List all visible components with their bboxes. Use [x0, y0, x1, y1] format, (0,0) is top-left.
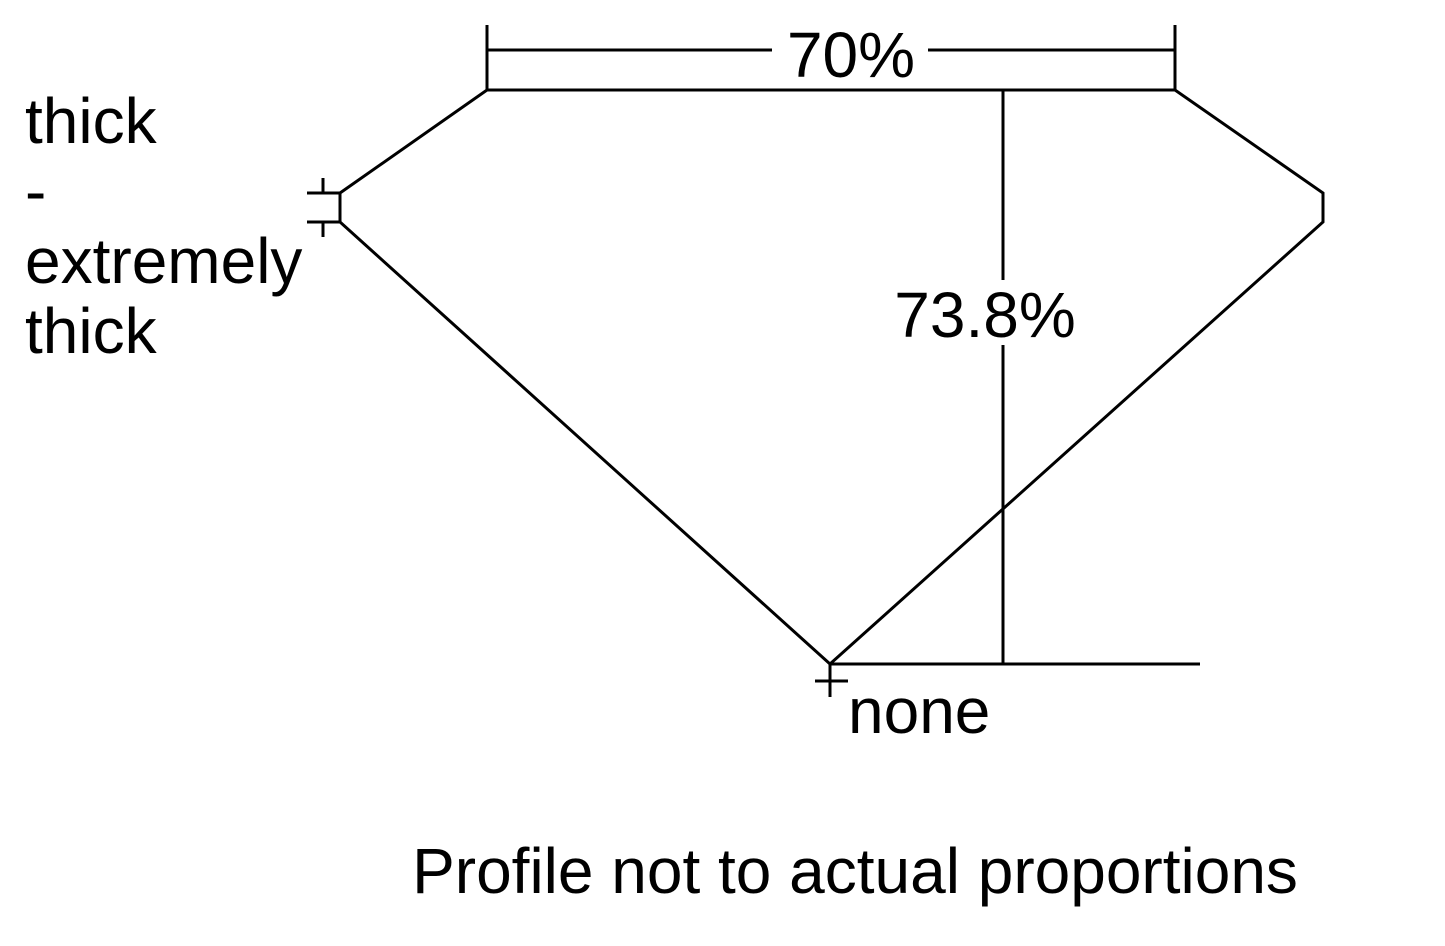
girdle-label-line: extremely: [25, 225, 302, 297]
total-depth-label: 73.8%: [894, 279, 1075, 351]
gem-outline: [338, 88, 1325, 667]
table-width-dimension: 70%: [485, 19, 1177, 91]
culet-marker: none: [815, 664, 990, 747]
culet-label: none: [848, 675, 990, 747]
table-width-label: 70%: [787, 19, 915, 91]
crown-and-pavilion-outline: [338, 88, 1325, 667]
depth-dimension: 73.8%: [830, 90, 1200, 666]
girdle-markers: [307, 178, 340, 237]
girdle-label-line: -: [25, 155, 46, 227]
girdle-label-line: thick: [25, 85, 158, 157]
girdle-label-line: thick: [25, 295, 158, 367]
footnote: Profile not to actual proportions: [412, 835, 1298, 907]
girdle-label: thick - extremely thick: [25, 85, 302, 367]
